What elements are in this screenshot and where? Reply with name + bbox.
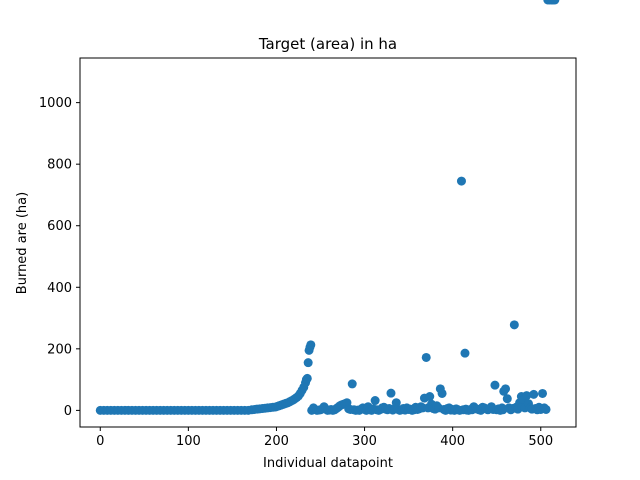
- data-points: [95, 0, 560, 415]
- data-point: [425, 392, 435, 402]
- data-point: [306, 340, 316, 350]
- axis-ticks: 0 100 200 300 400 500 0 200 400 600 800 1000: [39, 96, 553, 449]
- data-point: [437, 388, 447, 398]
- data-point: [456, 176, 466, 186]
- chart-title: Target (area) in ha: [258, 35, 397, 53]
- data-point: [421, 352, 431, 362]
- data-point: [386, 388, 396, 398]
- x-axis-title: Individual datapoint: [263, 456, 393, 471]
- data-point: [501, 384, 511, 394]
- y-tick-label: 600: [47, 219, 72, 234]
- data-point: [302, 373, 312, 383]
- data-point: [347, 379, 357, 389]
- y-tick-label: 800: [47, 158, 72, 173]
- data-point: [541, 404, 551, 414]
- y-tick-label: 400: [47, 281, 72, 296]
- data-point: [502, 394, 512, 404]
- plot-frame: [79, 57, 577, 428]
- data-point: [529, 389, 539, 399]
- data-point: [550, 0, 560, 5]
- x-tick-label: 300: [352, 434, 377, 449]
- x-tick-label: 200: [264, 434, 289, 449]
- data-point: [303, 358, 313, 368]
- y-tick-label: 200: [47, 342, 72, 357]
- x-tick-label: 500: [528, 434, 553, 449]
- data-point: [370, 396, 380, 406]
- data-point: [490, 380, 500, 390]
- y-axis-title: Burned are (ha): [15, 192, 30, 294]
- data-point: [460, 348, 470, 358]
- data-point: [509, 320, 519, 330]
- data-point: [522, 391, 532, 401]
- y-tick-label: 0: [64, 404, 72, 419]
- x-tick-label: 100: [176, 434, 201, 449]
- x-tick-label: 0: [96, 434, 104, 449]
- x-tick-label: 400: [440, 434, 465, 449]
- data-point: [538, 388, 548, 398]
- y-tick-label: 1000: [39, 96, 72, 111]
- data-point: [391, 398, 401, 408]
